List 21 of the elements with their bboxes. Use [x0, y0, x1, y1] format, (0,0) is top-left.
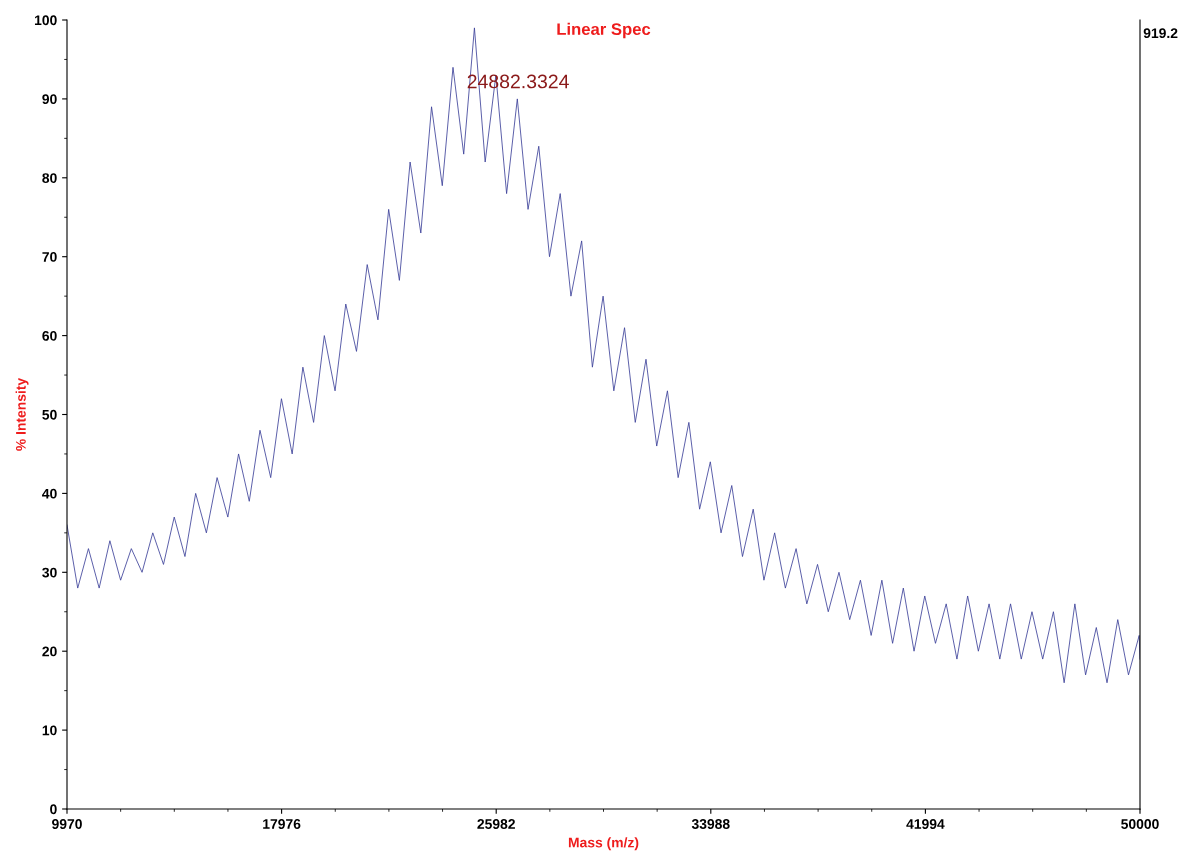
x-tick-label: 41994	[906, 819, 945, 829]
y-tick-label: 40	[42, 488, 57, 499]
x-tick-label: 50000	[1121, 819, 1159, 829]
y-tick-label: 0	[50, 804, 57, 815]
y-tick-label: 90	[42, 94, 57, 105]
x-axis-title: Mass (m/z)	[568, 837, 639, 851]
y-tick-label: 80	[42, 173, 57, 183]
x-tick-label: 9970	[52, 819, 82, 829]
chart-title: Linear Spec	[557, 22, 651, 39]
y-tick-label: 30	[42, 567, 57, 578]
x-tick-label: 17976	[263, 819, 301, 829]
y-tick-label: 70	[42, 252, 57, 262]
text: 919.2	[1143, 28, 1178, 39]
y-tick-label: 10	[42, 725, 57, 736]
x-tick-label: 33988	[691, 819, 730, 829]
y-axis-title: % Intensity	[15, 377, 29, 451]
y-tick-label: 50	[42, 409, 57, 420]
y-tick-label: 100	[34, 15, 57, 26]
y-tick-label: 20	[42, 646, 57, 657]
y-tick-label: 60	[42, 330, 57, 341]
x-tick-label: 25982	[477, 819, 515, 829]
